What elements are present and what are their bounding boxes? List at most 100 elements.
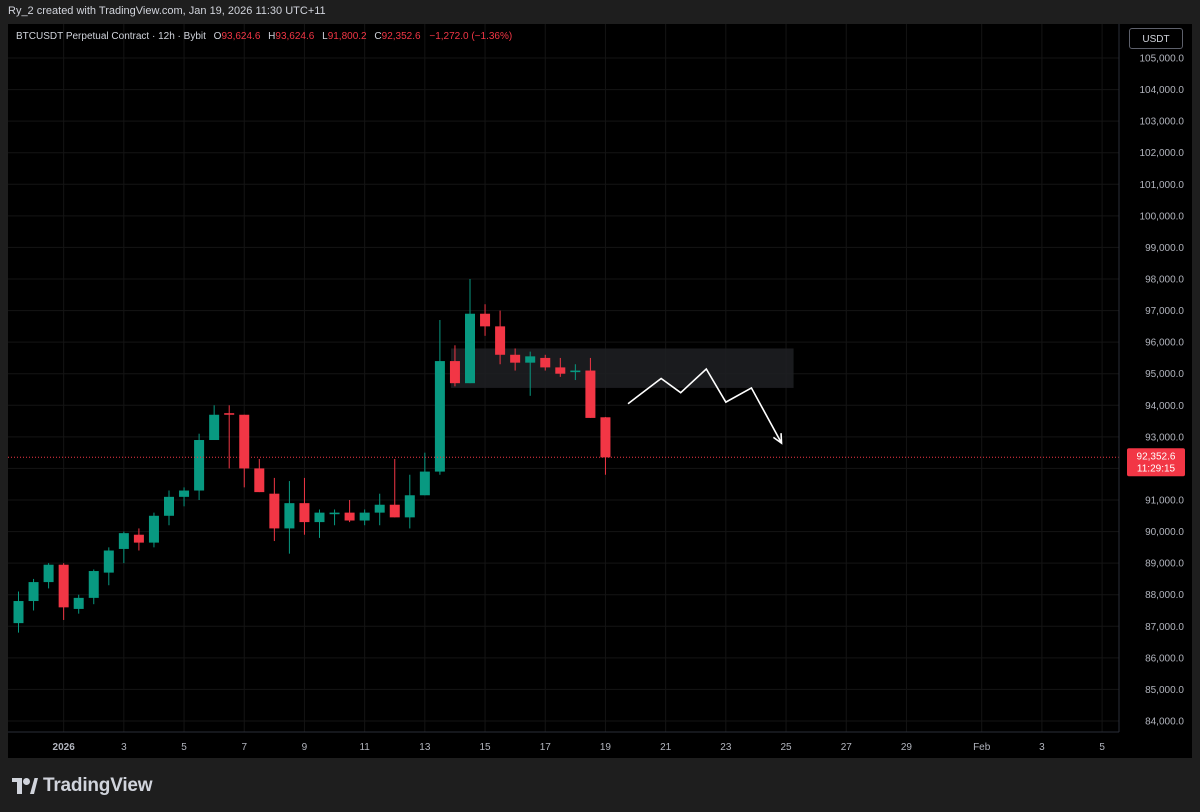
candle (495, 310, 506, 365)
candle-body (43, 564, 54, 583)
projection-arrowhead (772, 433, 783, 445)
candle (239, 414, 250, 488)
chart-panel[interactable]: 84,000.0 85,000.0 86,000.0 87,000.0 88,000.0… (8, 24, 1192, 758)
y-tick-label: 104,000.0 (1140, 85, 1185, 96)
candle-body (13, 601, 24, 624)
candle-body (73, 597, 84, 609)
x-tick-label: 3 (1039, 742, 1045, 753)
candle-body (359, 512, 370, 521)
candle (224, 405, 235, 469)
candle (103, 547, 114, 586)
candle (284, 481, 295, 554)
currency-button[interactable]: USDT (1129, 28, 1183, 49)
current-price-badge (1127, 448, 1185, 477)
symbol-name: BTCUSDT Perpetual Contract · 12h · Bybit (16, 31, 206, 42)
x-tick-label: 21 (660, 742, 672, 753)
candle (269, 477, 280, 542)
current-price-badge-layer: 92,352.611:29:15 (1127, 448, 1185, 477)
candle-body (510, 354, 521, 363)
y-tick-label: 97,000.0 (1145, 306, 1184, 317)
candle (299, 477, 310, 535)
candle-body (585, 370, 596, 418)
y-tick-label: 91,000.0 (1145, 496, 1184, 507)
candle-body (344, 512, 355, 521)
tradingview-wordmark: TradingView (43, 775, 153, 796)
candle-body (434, 361, 445, 472)
y-tick-label: 102,000.0 (1140, 148, 1185, 159)
x-tick-label: 5 (181, 742, 187, 753)
candle (434, 320, 445, 475)
x-tick-label: 7 (241, 742, 247, 753)
candle-body (284, 503, 295, 529)
candle (510, 348, 521, 371)
candle-body (224, 413, 235, 415)
candle-body (419, 471, 430, 496)
change-value: −1,272.0 (−1.36%) (429, 31, 513, 42)
x-tick-label: 13 (419, 742, 431, 753)
candle-body (164, 496, 174, 516)
projection-arrow-layer (627, 367, 783, 445)
candle-body (495, 326, 506, 355)
candle (88, 569, 99, 605)
candle (389, 458, 400, 518)
candle (359, 509, 370, 526)
y-tick-label: 84,000.0 (1145, 717, 1184, 728)
candle (585, 357, 596, 418)
candle (344, 500, 355, 523)
x-tick-label: 15 (479, 742, 491, 753)
candle (43, 563, 54, 589)
low-label: L (322, 31, 328, 42)
tradingview-brand[interactable]: TradingView (12, 775, 153, 797)
footer-bar: TradingView (0, 758, 1200, 812)
candle-body (118, 533, 129, 549)
candle (555, 357, 566, 377)
price-chart[interactable]: 84,000.0 85,000.0 86,000.0 87,000.0 88,000.0… (8, 24, 1192, 758)
open-value: 93,624.6 (221, 31, 261, 42)
candle (480, 304, 491, 336)
candle (525, 351, 536, 396)
candle-body (148, 515, 159, 543)
candle-body (525, 356, 536, 363)
candle (600, 416, 611, 475)
candle-body (404, 495, 415, 518)
candle-body (254, 468, 265, 493)
close-value: 92,352.6 (381, 31, 421, 42)
current-price-value: 92,352.6 (1137, 451, 1176, 462)
y-tick-label: 88,000.0 (1145, 590, 1184, 601)
resistance-zone (450, 348, 794, 388)
candle-body (555, 367, 566, 374)
candle (148, 512, 159, 548)
close-label: C (374, 31, 382, 42)
x-tick-label: 27 (841, 742, 853, 753)
y-tick-label: 89,000.0 (1145, 559, 1184, 570)
credit-text: Ry_2 created with TradingView.com, Jan 1… (8, 5, 326, 17)
candle (118, 531, 129, 564)
candle-body (103, 550, 114, 573)
candle-body (329, 512, 340, 515)
y-tick-label: 101,000.0 (1140, 180, 1185, 191)
y-tick-label: 90,000.0 (1145, 527, 1184, 538)
candle-body (88, 571, 99, 598)
x-tick-label: 11 (359, 742, 370, 753)
candle (179, 487, 190, 507)
open-label: O (213, 31, 222, 42)
candle (465, 279, 475, 384)
candle-body (449, 361, 460, 384)
y-tick-label: 98,000.0 (1145, 275, 1184, 286)
candle (419, 452, 430, 496)
x-tick-label: 23 (720, 742, 732, 753)
x-tick-label: 5 (1099, 742, 1105, 753)
candle-body (465, 313, 475, 384)
candle (540, 354, 551, 371)
y-tick-label: 100,000.0 (1140, 211, 1185, 222)
candle-body (58, 564, 69, 608)
symbol-legend: BTCUSDT Perpetual Contract · 12h · Bybit… (16, 31, 512, 42)
resistance-zone-layer (450, 348, 794, 388)
y-tick-label: 85,000.0 (1145, 685, 1184, 696)
x-tick-label: Feb (973, 742, 991, 753)
candle-body (179, 490, 190, 497)
candle (133, 528, 144, 551)
y-tick-label: 96,000.0 (1145, 338, 1184, 349)
x-tick-label: 29 (901, 742, 913, 753)
candle (73, 594, 84, 614)
